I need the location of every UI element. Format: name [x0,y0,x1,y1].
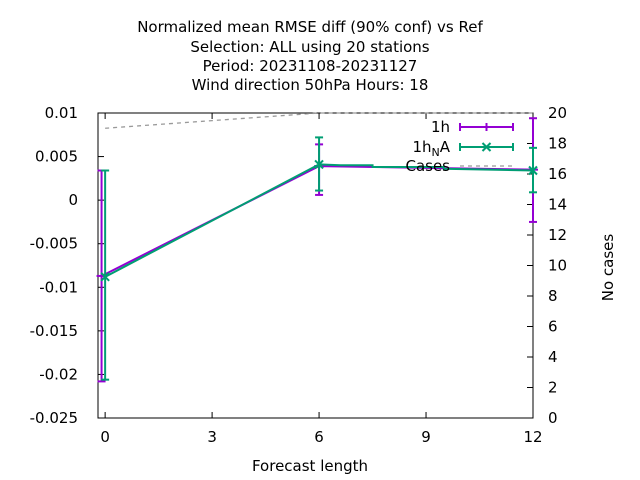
y2-tick-label: 20 [548,104,567,122]
legend-label-1h: 1h [431,118,450,136]
series-1h-na [100,136,538,381]
y-tick-label: 0.01 [45,104,78,122]
y2-tick-label: 14 [548,196,567,214]
series-line [104,163,534,278]
y2-tick-label: 6 [548,318,558,336]
y2-tick-label: 2 [548,379,558,397]
data-point-marker [314,159,324,170]
cases-line [105,112,533,129]
x-tick-label: 0 [100,428,110,446]
y2-tick-label: 4 [548,348,558,366]
series-1h [96,117,538,383]
tick-labels: 0 3 6 9 12 -0.025 -0.02 -0.015 -0.01 -0.005 0 0.005… [30,104,567,446]
plot-frame [97,112,534,419]
data-point-marker [528,165,538,176]
chart-title: Normalized mean RMSE diff (90% conf) vs … [137,18,483,94]
y2-tick-label: 0 [548,409,558,427]
title-line-3: Period: 20231108-20231127 [203,57,418,75]
x-axis-label: Forecast length [252,457,368,475]
title-line-2: Selection: ALL using 20 stations [190,38,429,56]
y-tick-label: 0.005 [35,148,78,166]
x-tick-label: 12 [523,428,542,446]
legend-marker [481,142,492,152]
plot-area [97,112,534,419]
y2-tick-label: 16 [548,165,567,183]
y2-tick-label: 18 [548,135,567,153]
data-point-marker [100,272,110,282]
x-tick-label: 6 [314,428,324,446]
legend-label-1h-na: 1hNA [412,138,450,159]
x-tick-label: 3 [207,428,217,446]
legend-label-cases: Cases [405,157,450,175]
x-tick-label: 9 [421,428,431,446]
title-line-1: Normalized mean RMSE diff (90% conf) vs … [137,18,483,36]
y2-axis-label: No cases [599,234,617,302]
series-layer [96,112,538,383]
y2-tick-label: 12 [548,226,567,244]
y-tick-label: -0.01 [39,278,78,296]
y-tick-label: -0.02 [39,365,78,383]
y-tick-label: -0.005 [30,235,78,253]
y-tick-label: -0.025 [30,409,78,427]
y-tick-label: 0 [68,191,78,209]
series-line [101,165,534,277]
title-line-4: Wind direction 50hPa Hours: 18 [192,76,429,94]
y2-tick-label: 8 [548,287,558,305]
y-tick-label: -0.015 [30,322,78,340]
series-cases [105,112,533,129]
y2-tick-label: 10 [548,257,567,275]
